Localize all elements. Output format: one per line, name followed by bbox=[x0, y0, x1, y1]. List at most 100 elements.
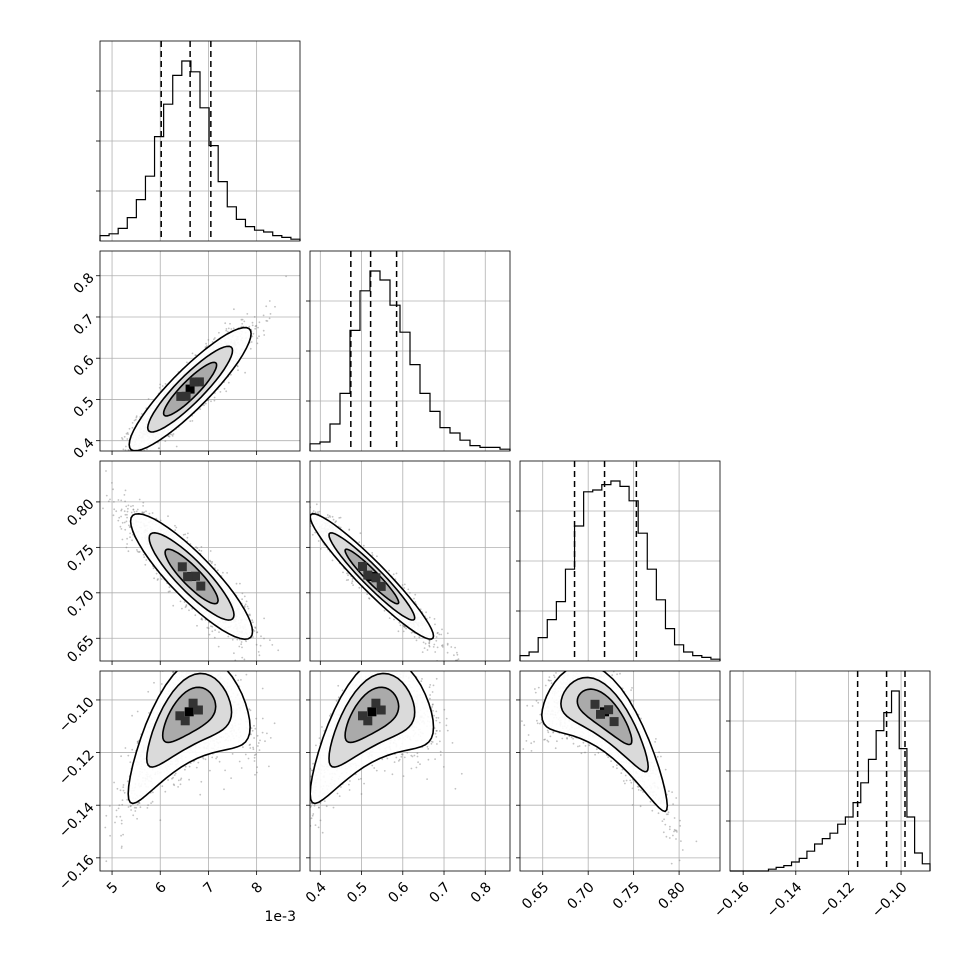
sample-point bbox=[213, 396, 216, 399]
sample-point bbox=[123, 458, 125, 460]
sample-point bbox=[119, 525, 122, 528]
sample-point bbox=[207, 399, 210, 402]
sample-point bbox=[225, 328, 228, 330]
sample-point bbox=[218, 331, 220, 334]
sample-point bbox=[216, 569, 219, 572]
sample-point bbox=[82, 480, 84, 482]
sample-point bbox=[260, 665, 262, 667]
density-core-cell bbox=[189, 377, 199, 387]
panel-frame bbox=[99, 250, 301, 452]
sample-point bbox=[211, 561, 214, 563]
sample-point bbox=[129, 455, 131, 457]
sample-point bbox=[277, 649, 280, 652]
sample-point bbox=[127, 453, 129, 455]
sample-point bbox=[262, 329, 265, 332]
sample-point bbox=[128, 524, 130, 527]
sample-point bbox=[168, 435, 171, 438]
sample-point bbox=[152, 567, 155, 570]
sample-point bbox=[186, 536, 189, 539]
sample-point bbox=[109, 481, 111, 483]
sample-point bbox=[257, 326, 259, 329]
sample-point bbox=[122, 454, 124, 456]
sample-point bbox=[243, 595, 246, 598]
sample-point bbox=[252, 636, 254, 638]
sample-point bbox=[236, 364, 239, 367]
sample-point bbox=[123, 435, 126, 438]
sample-point bbox=[158, 447, 161, 450]
sample-point bbox=[274, 305, 276, 308]
sample-point bbox=[249, 347, 252, 350]
sample-point bbox=[254, 627, 257, 629]
sample-point bbox=[120, 515, 122, 518]
panels: 5 6 7 81e-30.4 0.5 0.6 0.7 0.8 0.65 0.70 0.75 0.80−… bbox=[56, 40, 931, 925]
sample-point bbox=[168, 586, 171, 589]
sample-point bbox=[156, 579, 159, 581]
sample-point bbox=[208, 633, 211, 636]
sample-point bbox=[246, 605, 249, 608]
sample-point bbox=[271, 644, 274, 646]
sample-point bbox=[198, 549, 201, 552]
sample-point bbox=[214, 337, 216, 339]
sample-point bbox=[256, 631, 258, 634]
sample-point bbox=[134, 418, 137, 421]
sample-point bbox=[135, 416, 138, 419]
sample-point bbox=[129, 536, 131, 538]
histogram-panel-2 bbox=[306, 250, 511, 452]
sample-point bbox=[167, 435, 170, 438]
sample-point bbox=[251, 321, 254, 324]
histogram-steps-2 bbox=[309, 270, 511, 451]
sample-point bbox=[238, 645, 241, 648]
sample-point bbox=[118, 473, 120, 475]
sample-point bbox=[122, 448, 125, 451]
sample-point bbox=[259, 644, 262, 647]
sample-point bbox=[240, 325, 243, 328]
sample-point bbox=[266, 320, 269, 322]
sample-point bbox=[145, 559, 148, 561]
sample-point bbox=[113, 501, 115, 503]
sample-point bbox=[253, 316, 256, 318]
sample-point bbox=[185, 604, 188, 606]
sample-point bbox=[227, 327, 230, 330]
sample-point bbox=[235, 582, 238, 585]
sample-point bbox=[256, 342, 259, 345]
sample-point bbox=[200, 550, 203, 552]
panel-frame bbox=[99, 40, 301, 242]
sample-point bbox=[107, 500, 110, 503]
sample-point bbox=[227, 635, 230, 638]
sample-point bbox=[174, 529, 177, 531]
sample-point bbox=[191, 607, 194, 610]
sample-point bbox=[110, 463, 112, 465]
sample-point bbox=[131, 539, 133, 542]
sample-point bbox=[133, 510, 136, 513]
sample-point bbox=[200, 546, 203, 548]
sample-point bbox=[239, 582, 241, 585]
sample-point bbox=[241, 656, 244, 659]
sample-point bbox=[175, 526, 178, 529]
sample-point bbox=[182, 533, 185, 536]
sample-point bbox=[218, 631, 220, 633]
sample-point bbox=[255, 324, 258, 327]
sample-point bbox=[209, 560, 212, 563]
sample-point bbox=[243, 606, 246, 608]
sample-point bbox=[123, 510, 126, 513]
histogram-panel-4 bbox=[726, 670, 931, 872]
sample-point bbox=[219, 391, 222, 393]
panel-content bbox=[82, 251, 300, 483]
sample-point bbox=[120, 509, 123, 512]
sample-point bbox=[213, 636, 216, 639]
sample-point bbox=[158, 386, 161, 389]
sample-point bbox=[199, 408, 202, 410]
sample-point bbox=[209, 559, 211, 562]
sample-point bbox=[143, 556, 146, 558]
sample-point bbox=[105, 494, 108, 497]
sample-point bbox=[194, 354, 197, 356]
sample-point bbox=[210, 625, 212, 628]
sample-point bbox=[241, 646, 243, 649]
sample-point bbox=[211, 630, 214, 633]
sample-point bbox=[128, 427, 131, 430]
sample-point bbox=[136, 549, 138, 551]
sample-point bbox=[191, 352, 194, 355]
sample-point bbox=[204, 402, 207, 405]
sample-point bbox=[196, 547, 199, 549]
sample-point bbox=[120, 528, 123, 530]
